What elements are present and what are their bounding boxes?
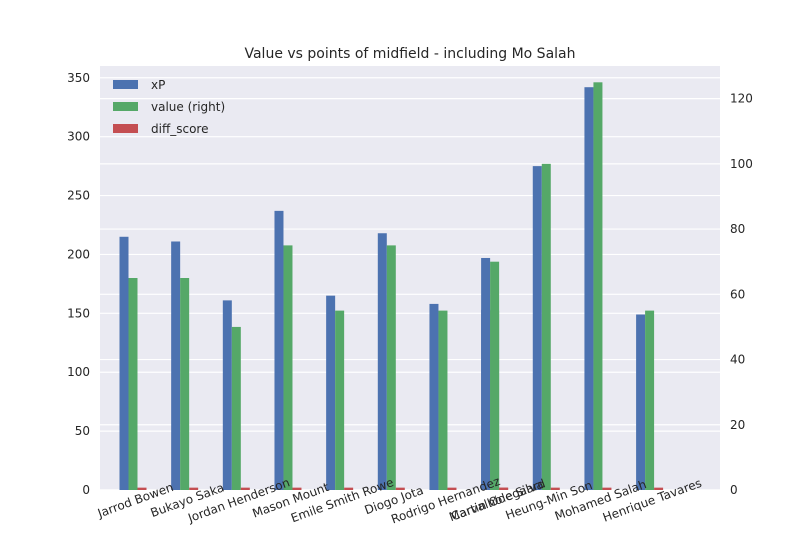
bars [119, 82, 664, 491]
left-axis-ticks: 0 50 100 150 200 250 300 350 [67, 71, 90, 497]
bar-value-right- [335, 310, 345, 490]
y-tick-label: 50 [75, 424, 90, 438]
bar-value-right- [593, 82, 603, 491]
y-tick-label: 100 [67, 365, 90, 379]
bar-xp [532, 166, 542, 490]
legend-swatch [113, 102, 138, 111]
bar-xp [274, 210, 284, 490]
y-tick-label: 150 [67, 306, 90, 320]
bar-xp [481, 309, 491, 490]
legend-label: diff_score [151, 122, 208, 136]
bar-diff-score [447, 487, 457, 490]
y2-tick-label: 120 [730, 92, 753, 106]
bar-xp [429, 303, 439, 490]
bar-diff-score [550, 487, 560, 490]
bar-value-right- [180, 278, 190, 490]
y2-tick-label: 80 [730, 222, 745, 236]
bar-xp [171, 241, 181, 490]
bar-diff-score [395, 487, 405, 490]
bar-value-right- [231, 326, 241, 490]
y-tick-label: 0 [82, 483, 90, 497]
bar-diff-score [240, 487, 250, 490]
bar-diff-score [654, 487, 664, 490]
bar-xp [222, 300, 232, 490]
grid-lines [100, 77, 720, 491]
y-tick-label: 300 [67, 130, 90, 144]
bar-value-right- [541, 163, 551, 490]
bar-xp [119, 236, 129, 490]
bar-value-right- [645, 310, 655, 490]
bar-value-right- [438, 310, 448, 490]
y-tick-label: 350 [67, 71, 90, 85]
bar-xp [377, 233, 387, 490]
legend-swatch [113, 124, 138, 133]
bar-diff-score [499, 487, 509, 490]
bar-value-right- [490, 310, 500, 490]
bar-xp [584, 87, 594, 490]
y-tick-label: 200 [67, 247, 90, 261]
legend-swatch [113, 80, 138, 89]
bar-diff-score [344, 487, 354, 490]
bar-value-right- [386, 245, 396, 490]
y2-tick-label: 0 [730, 483, 738, 497]
bar-value-right- [283, 245, 293, 490]
bar-xp [326, 295, 336, 490]
chart-title: Value vs points of midfield - including … [244, 46, 575, 62]
legend-label: value (right) [151, 100, 225, 114]
bar-diff-score [137, 487, 147, 490]
bar-diff-score [602, 487, 612, 490]
y2-tick-label: 60 [730, 287, 745, 301]
bar-diff-score [189, 487, 199, 490]
legend-label: xP [151, 78, 165, 92]
bar-value-right- [128, 278, 138, 490]
y2-tick-label: 40 [730, 353, 745, 367]
right-axis-ticks: 0 20 40 60 80 100 120 [730, 92, 753, 497]
legend: xP value (right) diff_score [113, 78, 225, 136]
y2-tick-label: 100 [730, 157, 753, 171]
bar-xp [636, 314, 646, 490]
y2-tick-label: 20 [730, 418, 745, 432]
bar-diff-score [292, 487, 302, 490]
y-tick-label: 250 [67, 189, 90, 203]
